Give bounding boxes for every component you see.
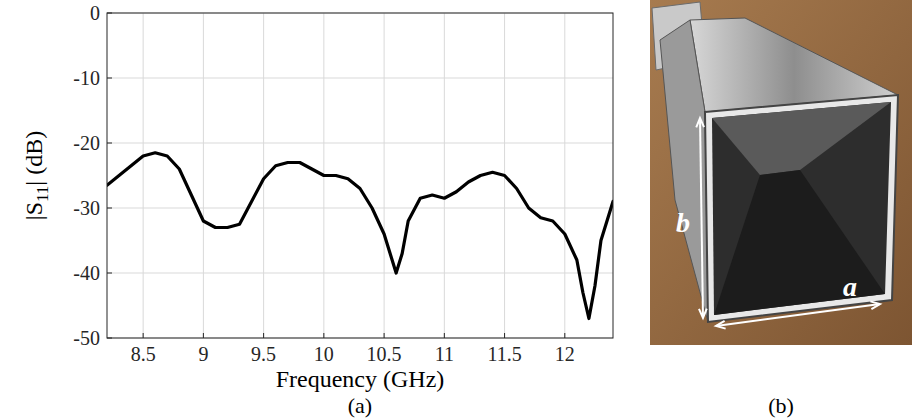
y-grid-line [107,273,613,274]
panel-caption: (a) [348,393,372,418]
y-tick-label: -50 [73,327,100,349]
x-tick-label: 11.5 [487,343,521,365]
y-axis-title: |S11| (dB) [21,131,52,220]
height-arrow [700,118,703,318]
x-tick-label: 9 [198,343,208,365]
x-axis-title: Frequency (GHz) [276,366,445,392]
aperture-rim [705,95,898,322]
aperture-inner-wall [712,102,891,175]
x-tick-label: 10.5 [367,343,402,365]
x-grid-line [203,13,204,338]
x-tick [444,333,445,338]
height-label: b [676,207,690,238]
panel-caption: (b) [768,393,794,418]
x-grid-line [384,13,385,338]
x-tick [143,333,144,338]
x-grid-line [564,13,565,338]
grid [107,13,613,338]
y-tick-label: 0 [90,2,100,24]
aperture-inside [712,102,891,315]
table-surface [650,0,912,345]
y-axis-title-part: |S [21,202,47,220]
x-tick [564,333,565,338]
x-grid-line [263,13,264,338]
y-grid-line [107,208,613,209]
x-tick [323,333,324,338]
y-tick-label: -30 [73,197,100,219]
y-grid-line [107,78,613,79]
plot-marks [107,153,613,319]
aperture-inner-floor [714,170,885,315]
x-grid-line [143,13,144,338]
x-tick-label: 11 [435,343,454,365]
y-tick-label: -20 [73,132,100,154]
height-arrow-head [699,309,707,318]
x-tick-label: 9.5 [251,343,276,365]
width-arrow-head [716,321,726,329]
plot-background [107,13,613,338]
horn-photo: ba [650,0,912,345]
x-grid-line [444,13,445,338]
x-tick [263,333,264,338]
y-axis-title-subscript: 11 [33,186,52,202]
y-tick [107,143,112,144]
x-tick [203,333,204,338]
y-tick-label: -40 [73,262,100,284]
x-tick-label: 8.5 [131,343,156,365]
width-label: a [843,271,857,302]
width-arrow [716,304,880,326]
x-tick [504,333,505,338]
y-tick-label: -10 [73,67,100,89]
y-grid-line [107,143,613,144]
x-tick-label: 12 [555,343,575,365]
height-arrow-head [696,118,704,127]
width-arrow-head [870,301,880,309]
s11-line [107,153,613,319]
x-tick-label: 10 [314,343,334,365]
y-tick [107,208,112,209]
x-tick [384,333,385,338]
horn-side-face [660,20,708,322]
y-tick [107,78,112,79]
y-tick [107,273,112,274]
plot-frame [107,13,613,338]
y-axis-title-part: | (dB) [21,131,47,186]
figure: 8.5 9 9.5 10 10.5 11 11.5 12 -50 -40 -30 -20 -10 0 Fre… [0,0,912,419]
